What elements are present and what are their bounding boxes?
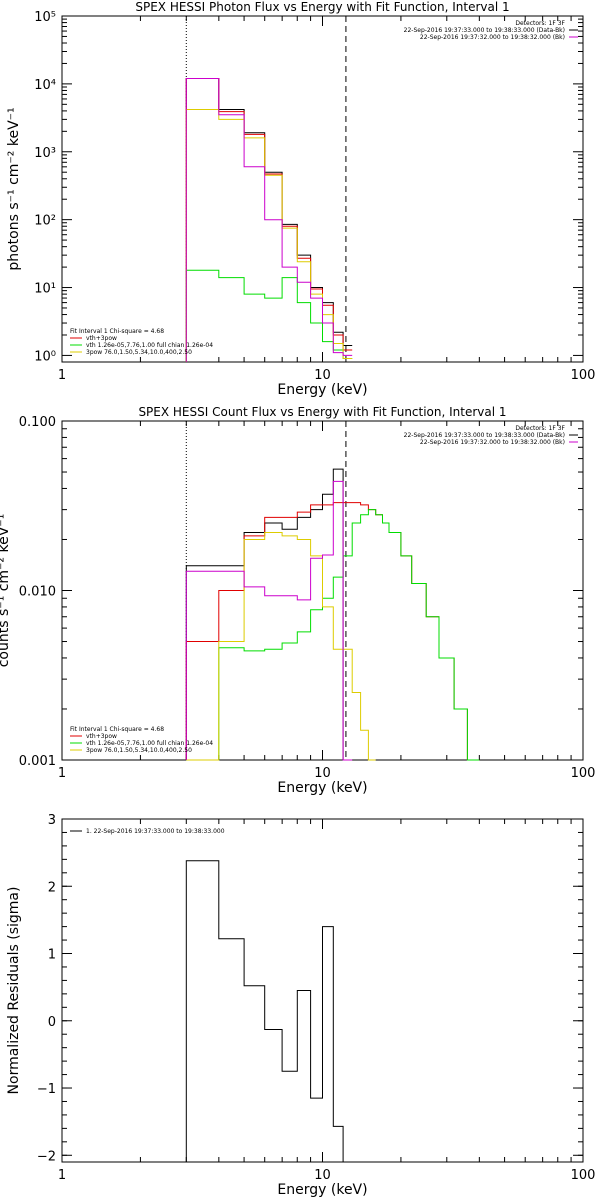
x-tick-label: 1 — [58, 1168, 66, 1183]
y-tick-label: 10² — [34, 214, 56, 229]
legend-entry: 3pow 76.0,1.50,5.34,10.0,400,2.50 — [86, 349, 192, 356]
y-tick-label: 10¹ — [34, 282, 56, 297]
x-axis-label: Energy (keV) — [277, 1182, 367, 1198]
series-line-4 — [185, 109, 353, 362]
chart-panel-2: SPEX HESSI Count Flux vs Energy with Fit… — [0, 405, 595, 796]
x-tick-label: 1 — [58, 766, 66, 781]
x-tick-label: 1 — [58, 368, 66, 383]
x-axis-label: Energy (keV) — [277, 382, 367, 398]
x-axis-label: Energy (keV) — [277, 780, 367, 796]
series-line-5 — [185, 78, 353, 362]
x-tick-label: 10 — [314, 368, 331, 383]
legend-entry: Fit Interval 1 Chi-square = 4.68 — [70, 328, 164, 335]
legend-entry: Detectors: 1F 3F — [515, 425, 565, 432]
x-tick-label: 10 — [314, 766, 331, 781]
y-tick-label: 0.010 — [19, 585, 56, 600]
chart-panel-1: SPEX HESSI Photon Flux vs Energy with Fi… — [6, 0, 595, 398]
series-line-1 — [185, 78, 353, 362]
y-tick-label: 0 — [48, 1015, 56, 1030]
series-line-5 — [185, 480, 353, 761]
series-line-1 — [185, 468, 353, 761]
legend-entry: vth 1.26e-05,7.76,1.00 full chian 1.26e-… — [86, 342, 213, 349]
legend-entry: 1. 22-Sep-2016 19:37:33.000 to 19:38:33.… — [86, 828, 225, 835]
series-line-1 — [185, 860, 353, 1163]
legend-entry: vth+3pow — [86, 335, 117, 342]
y-tick-label: 10⁵ — [34, 10, 56, 25]
y-axis-label: photons s⁻¹ cm⁻² keV⁻¹ — [6, 107, 22, 270]
y-tick-label: 10⁴ — [34, 78, 56, 93]
y-tick-label: 10⁰ — [34, 349, 56, 364]
x-tick-label: 10 — [314, 1168, 331, 1183]
y-tick-label: 0.100 — [19, 415, 56, 430]
y-tick-label: 10³ — [34, 146, 56, 161]
x-tick-label: 100 — [571, 1168, 596, 1183]
legend-entry: 3pow 76.0,1.50,5.34,10.0,400,2.50 — [86, 747, 192, 754]
legend-entry: vth+3pow — [86, 733, 117, 740]
x-tick-label: 100 — [571, 368, 596, 383]
y-axis-label: Normalized Residuals (sigma) — [6, 887, 22, 1095]
legend-entry: 22-Sep-2016 19:37:33.000 to 19:38:33.000… — [404, 432, 565, 439]
y-tick-label: 0.001 — [19, 754, 56, 769]
y-tick-label: 2 — [48, 880, 56, 895]
legend-entry: Detectors: 1F 3F — [515, 20, 565, 27]
y-tick-label: −1 — [37, 1082, 56, 1097]
legend-entry: Fit Interval 1 Chi-square = 4.68 — [70, 726, 164, 733]
y-axis-label: counts s⁻¹ cm⁻² keV⁻¹ — [0, 514, 12, 668]
chart-panel-3: 1 10 100 Energy (keV) −2 −1 0 1 2 3 Normalized Res… — [6, 813, 595, 1198]
legend-entry: vth 1.26e-05,7.76,1.00 full chian 1.26e-… — [86, 740, 213, 747]
y-tick-label: 1 — [48, 948, 56, 963]
series-line-2 — [185, 78, 353, 362]
chart-title: SPEX HESSI Count Flux vs Energy with Fit… — [138, 405, 506, 419]
series-line-3 — [186, 509, 480, 761]
legend-entry: 22-Sep-2016 19:37:33.000 to 19:38:33.000… — [404, 27, 565, 34]
y-tick-label: 3 — [48, 813, 56, 828]
chart-title: SPEX HESSI Photon Flux vs Energy with Fi… — [135, 0, 509, 14]
x-tick-label: 100 — [571, 766, 596, 781]
y-tick-label: −2 — [37, 1149, 56, 1164]
legend-entry: 22-Sep-2016 19:37:32.000 to 19:38:32.000… — [420, 34, 565, 41]
legend-entry: 22-Sep-2016 19:37:32.000 to 19:38:32.000… — [420, 439, 565, 446]
series-line-4 — [186, 532, 376, 761]
